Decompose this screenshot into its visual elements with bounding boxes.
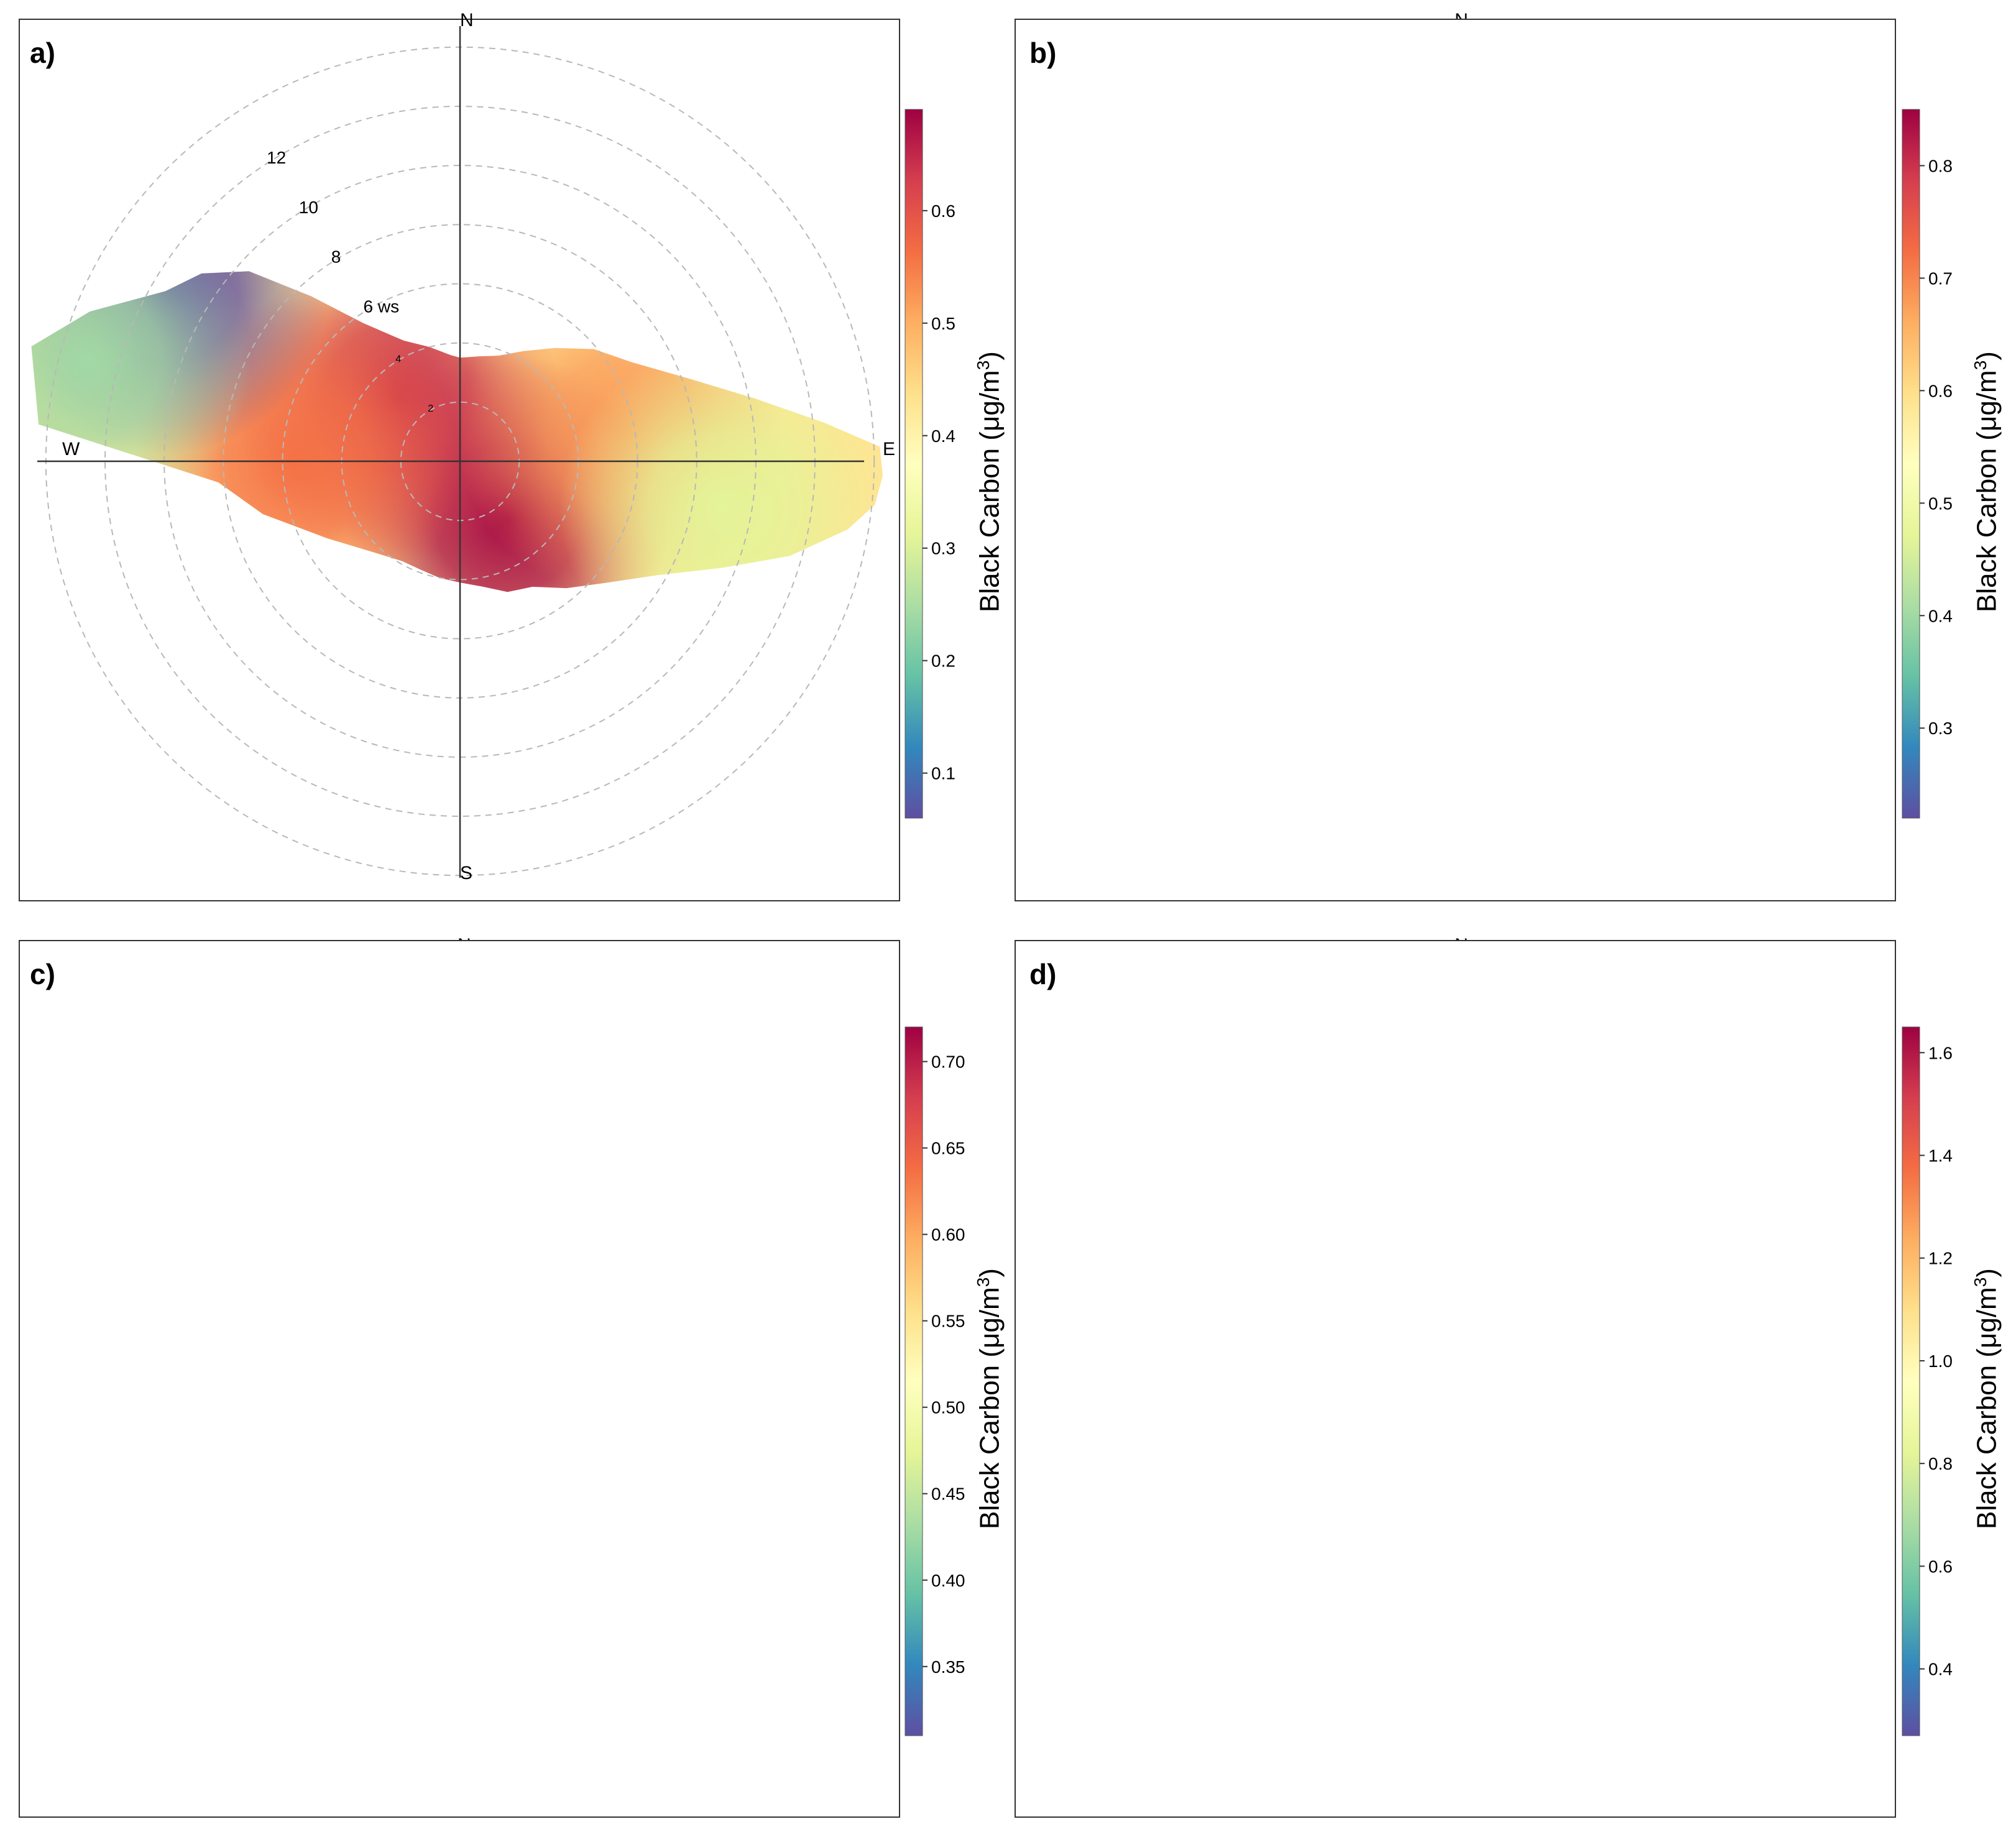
direction-label-n: N	[460, 10, 474, 30]
colorbar-tick-label: 0.4	[931, 426, 955, 446]
panel-label-d: d)	[1029, 958, 1057, 990]
ring-label: 4	[395, 354, 401, 364]
colorbar-title-sup: 3	[973, 1277, 993, 1287]
colorbar-tick-label: 0.3	[1928, 719, 1953, 738]
colorbar-d: 0.4 0.6 0.8 1.0 1.2 1.4 1.6	[1902, 1026, 1953, 1736]
colorbar-title-main: Black Carbon (μg/m	[1971, 1287, 2002, 1529]
colorbar-tick-label: 0.8	[1928, 156, 1953, 175]
colorbar-scale	[1902, 1026, 1920, 1736]
colorbar-scale	[1902, 109, 1920, 819]
colorbar-tick-label: 0.35	[931, 1657, 965, 1677]
colorbar-title-end: )	[1971, 351, 2002, 361]
colorbar-tick-label: 0.5	[1928, 494, 1953, 513]
colorbar-title-end: )	[974, 1268, 1005, 1278]
colorbar-tick-label: 0.7	[1928, 269, 1953, 288]
polar-panel-0: 2 4 6 ws 8 10 12	[31, 26, 883, 878]
colorbar-title-main: Black Carbon (μg/m	[974, 370, 1005, 612]
colorbar-title-end: )	[974, 351, 1005, 361]
direction-label-s: S	[460, 863, 472, 883]
direction-label-e: E	[883, 439, 895, 459]
colorbar-title-a: Black Carbon (μg/m3)	[973, 351, 1006, 612]
colorbar-tick-label: 1.6	[1928, 1043, 1953, 1062]
colorbar-tick-label: 0.8	[1928, 1454, 1953, 1473]
panel-d	[1015, 940, 1896, 1818]
ring-label: 6 ws	[364, 297, 400, 316]
colorbar-tick-label: 0.3	[931, 539, 955, 558]
colorbar-tick-label: 0.70	[931, 1052, 965, 1072]
colorbar-tick-label: 1.0	[1928, 1351, 1953, 1371]
colorbar-tick-label: 1.2	[1928, 1249, 1953, 1268]
colorbar-a: 0.1 0.2 0.3 0.4 0.5 0.6	[904, 109, 955, 819]
colorbar-tick-label: 0.6	[931, 201, 955, 221]
colorbar-tick-label: 0.4	[1928, 1660, 1953, 1679]
hotspot	[559, 344, 883, 592]
colorbar-tick-label: 0.45	[931, 1485, 965, 1504]
colorbar-tick-label: 0.6	[1928, 1557, 1953, 1576]
ring-label: 2	[428, 403, 433, 414]
colorbar-title-main: Black Carbon (μg/m	[1971, 370, 2002, 612]
colorbar-title-d: Black Carbon (μg/m3)	[1971, 1268, 2003, 1529]
colorbar-title-sup: 3	[1971, 1277, 1990, 1287]
colorbar-title-main: Black Carbon (μg/m	[974, 1287, 1005, 1529]
panel-label-b: b)	[1029, 37, 1057, 69]
colorbar-tick-label: 0.1	[931, 764, 955, 783]
colorbar-title-b: Black Carbon (μg/m3)	[1971, 351, 2003, 612]
colorbar-scale	[904, 1026, 923, 1736]
panel-label-a: a)	[30, 37, 55, 69]
colorbar-tick-label: 0.40	[931, 1571, 965, 1590]
colorbar-tick-label: 0.4	[1928, 606, 1953, 625]
ring-label: 8	[331, 247, 341, 267]
colorbar-tick-label: 0.5	[931, 314, 955, 333]
colorbar-c: 0.35 0.40 0.45 0.50 0.55 0.60 0.65 0.70	[904, 1026, 965, 1736]
colorbar-tick-label: 0.60	[931, 1225, 965, 1245]
colorbar-b: 0.3 0.4 0.5 0.6 0.7 0.8	[1902, 109, 1953, 819]
colorbar-title-end: )	[1971, 1268, 2002, 1278]
ring-label: 10	[299, 198, 318, 217]
panel-label-c: c)	[30, 958, 55, 990]
colorbar-title-sup: 3	[973, 360, 993, 371]
colorbar-tick-label: 0.2	[931, 651, 955, 671]
colorbar-tick-label: 0.50	[931, 1398, 965, 1417]
ring-label: 12	[267, 148, 286, 167]
direction-label-w: W	[62, 439, 80, 459]
colorbar-scale	[904, 109, 923, 819]
colorbar-tick-label: 0.6	[1928, 381, 1953, 400]
colorbar-tick-label: 1.4	[1928, 1146, 1953, 1166]
panel-b	[1015, 19, 1896, 901]
colorbar-tick-label: 0.55	[931, 1312, 965, 1331]
colorbar-title-c: Black Carbon (μg/m3)	[973, 1268, 1006, 1529]
panel-c	[19, 940, 900, 1818]
colorbar-tick-label: 0.65	[931, 1139, 965, 1158]
colorbar-title-sup: 3	[1971, 360, 1990, 371]
